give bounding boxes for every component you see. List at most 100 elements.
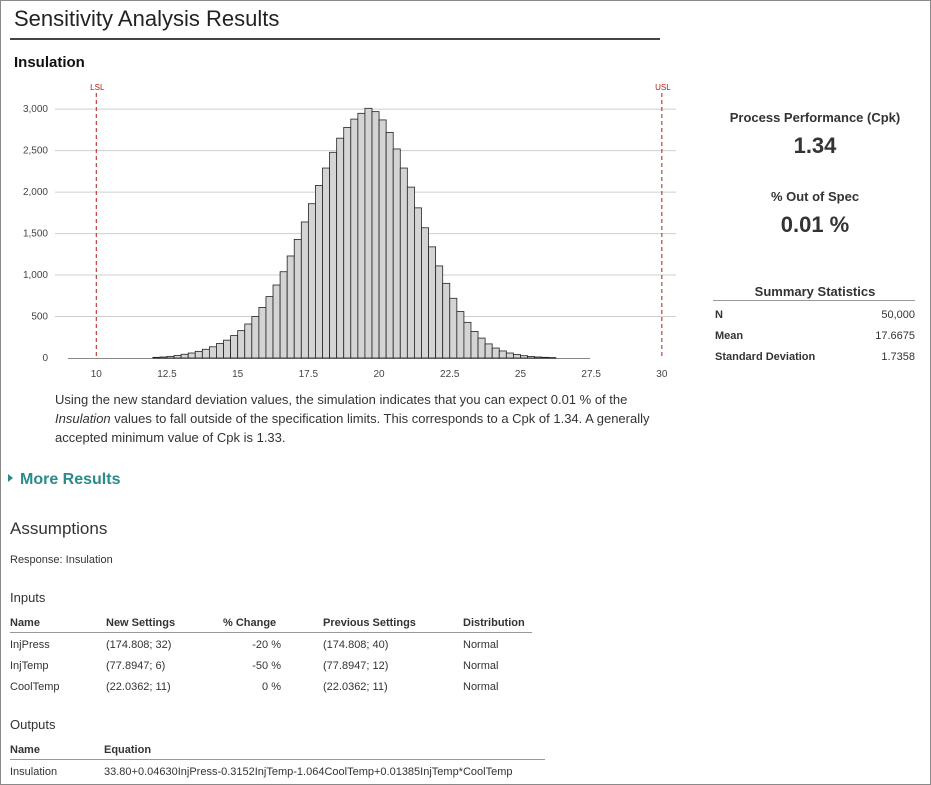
inputs-cell: (22.0362; 11) bbox=[106, 681, 171, 693]
inputs-cell: (22.0362; 11) bbox=[323, 681, 388, 693]
histogram-bar bbox=[470, 331, 479, 359]
histogram-bar bbox=[463, 321, 472, 359]
histogram-bar bbox=[166, 355, 175, 359]
y-tick-label: 2,000 bbox=[23, 187, 48, 198]
chart-title: Insulation bbox=[14, 54, 85, 71]
histogram-bar bbox=[286, 255, 295, 359]
histogram-bar bbox=[159, 356, 168, 359]
summary-key: N bbox=[715, 309, 723, 321]
histogram-bar bbox=[392, 148, 401, 359]
summary-value: 1.7358 bbox=[881, 351, 915, 363]
inputs-cell: InjTemp bbox=[10, 660, 49, 672]
inputs-header-name: Name bbox=[10, 617, 40, 629]
histogram-bar bbox=[272, 284, 281, 359]
outputs-header-name: Name bbox=[10, 744, 40, 756]
inputs-cell: InjPress bbox=[10, 639, 50, 651]
usl-label: USL bbox=[655, 83, 671, 92]
inputs-cell: (77.8947; 12) bbox=[323, 660, 389, 672]
x-tick-label: 27.5 bbox=[581, 369, 601, 380]
more-results-toggle[interactable]: More Results bbox=[8, 471, 120, 489]
outputs-header-equation: Equation bbox=[104, 744, 152, 756]
y-tick-label: 3,000 bbox=[23, 104, 48, 115]
histogram-bar bbox=[173, 355, 182, 359]
x-tick-label: 20 bbox=[374, 369, 386, 380]
histogram-chart: 0 500 1,000 1,500 2,000 2,500 3,000 10 12.5 15 17.… bbox=[23, 83, 676, 380]
x-tick-label: 17.5 bbox=[299, 369, 319, 380]
outputs-header-rule bbox=[10, 759, 545, 760]
histogram-bar bbox=[343, 126, 352, 359]
summary-key: Standard Deviation bbox=[715, 351, 816, 363]
histogram-bar bbox=[364, 107, 373, 359]
x-tick-label: 12.5 bbox=[157, 369, 177, 380]
histogram-bar bbox=[541, 356, 550, 359]
description-text: Using the new standard deviation values,… bbox=[55, 390, 685, 447]
x-tick-label: 30 bbox=[656, 369, 668, 380]
histogram-bar bbox=[527, 356, 536, 359]
histogram-bar bbox=[421, 227, 429, 359]
histogram-bar bbox=[223, 339, 232, 359]
histogram-bar bbox=[512, 354, 521, 359]
inputs-header-distribution: Distribution bbox=[463, 617, 525, 629]
histogram-bar bbox=[505, 352, 514, 359]
response-label: Response: Insulation bbox=[10, 554, 113, 566]
summary-title: Summary Statistics bbox=[754, 284, 876, 299]
histogram-bar bbox=[230, 335, 239, 359]
histogram-bar bbox=[244, 323, 253, 359]
histogram-bar bbox=[201, 348, 210, 359]
assumptions-title: Assumptions bbox=[10, 519, 108, 538]
inputs-header-change: % Change bbox=[223, 617, 277, 629]
more-results-label: More Results bbox=[20, 471, 121, 488]
histogram-bar bbox=[520, 355, 528, 359]
histogram-bar bbox=[258, 306, 267, 359]
inputs-cell: -50 % bbox=[252, 660, 281, 672]
histogram-bar bbox=[187, 352, 196, 359]
histogram-bar bbox=[279, 271, 288, 359]
histogram-bar bbox=[456, 311, 465, 359]
page-title: Sensitivity Analysis Results bbox=[14, 6, 280, 31]
histogram-bar bbox=[414, 207, 422, 359]
description-italic: Insulation bbox=[55, 411, 111, 426]
inputs-header-new: New Settings bbox=[106, 617, 176, 629]
histogram-bar bbox=[336, 137, 345, 359]
summary-value: 17.6675 bbox=[875, 330, 915, 342]
histogram-bar bbox=[477, 337, 486, 359]
title-divider bbox=[10, 38, 660, 40]
histogram-bar bbox=[265, 296, 274, 359]
histogram-bar bbox=[406, 186, 415, 359]
y-tick-label: 1,000 bbox=[23, 270, 48, 281]
histogram-bar bbox=[194, 350, 203, 359]
description-part1: Using the new standard deviation values,… bbox=[55, 392, 628, 407]
description-part2: values to fall outside of the specificat… bbox=[55, 411, 650, 445]
inputs-cell: CoolTemp bbox=[10, 681, 60, 693]
histogram-bar bbox=[237, 330, 246, 359]
x-tick-label: 15 bbox=[232, 369, 244, 380]
histogram-bar bbox=[498, 350, 507, 359]
histogram-bar bbox=[435, 265, 444, 359]
inputs-header-previous: Previous Settings bbox=[323, 617, 416, 629]
y-tick-label: 2,500 bbox=[23, 146, 48, 157]
histogram-bar bbox=[491, 347, 500, 359]
histogram-bar bbox=[350, 118, 359, 359]
histogram-bar bbox=[548, 357, 557, 359]
x-tick-label: 25 bbox=[515, 369, 527, 380]
histogram-bar bbox=[385, 131, 394, 359]
histogram-bar bbox=[484, 343, 493, 359]
histogram-bar bbox=[293, 238, 302, 359]
x-tick-label: 22.5 bbox=[440, 369, 460, 380]
histogram-bar bbox=[216, 343, 224, 359]
histogram-bar bbox=[399, 167, 408, 359]
summary-value: 50,000 bbox=[881, 309, 915, 321]
cpk-value: 1.34 bbox=[793, 133, 837, 158]
histogram-bar bbox=[152, 356, 161, 359]
histogram-bar bbox=[357, 112, 366, 359]
histogram-bar bbox=[371, 111, 380, 359]
histogram-bar bbox=[307, 203, 316, 359]
histogram-bar bbox=[329, 151, 338, 359]
inputs-cell: Normal bbox=[463, 660, 499, 672]
inputs-cell: (174.808; 32) bbox=[106, 639, 172, 651]
histogram-bar bbox=[180, 353, 189, 359]
y-tick-label: 500 bbox=[31, 312, 48, 323]
lsl-label: LSL bbox=[90, 83, 105, 92]
oos-value: 0.01 % bbox=[780, 212, 850, 237]
inputs-cell: 0 % bbox=[262, 681, 281, 693]
